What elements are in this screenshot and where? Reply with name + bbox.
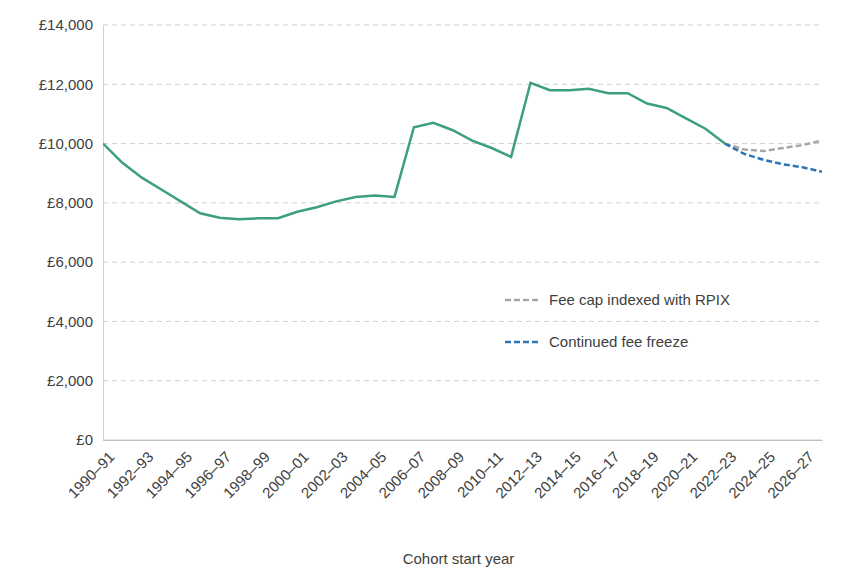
grid-line xyxy=(103,380,822,381)
y-tick-label: £2,000 xyxy=(47,372,93,389)
y-axis: £0 £2,000 £4,000 £6,000 £8,000 £10,000 £12,000… xyxy=(39,16,104,448)
y-tick-label: £8,000 xyxy=(47,194,93,211)
grid-line xyxy=(103,321,822,322)
legend-item: Fee cap indexed with RPIX xyxy=(505,291,730,308)
x-axis-title: Cohort start year xyxy=(403,550,515,567)
legend-label: Fee cap indexed with RPIX xyxy=(549,291,730,308)
y-tick: £8,000 xyxy=(47,194,103,211)
series-line xyxy=(725,141,822,151)
legend-swatch xyxy=(505,341,541,344)
x-tick: 2026–27 xyxy=(764,440,817,501)
y-tick: £6,000 xyxy=(47,253,103,270)
grid-line xyxy=(103,262,822,263)
grid xyxy=(103,25,822,440)
grid-line xyxy=(103,84,822,85)
y-tick: £0 xyxy=(76,431,103,448)
grid-line xyxy=(103,440,822,441)
legend-swatch xyxy=(505,299,541,302)
y-tick-label: £4,000 xyxy=(47,313,93,330)
grid-line xyxy=(103,25,822,26)
y-tick-label: £0 xyxy=(76,431,93,448)
y-tick: £4,000 xyxy=(47,313,103,330)
y-tick-label: £10,000 xyxy=(39,135,93,152)
y-tick: £14,000 xyxy=(39,16,103,33)
x-tick-label: 2026–27 xyxy=(764,448,817,501)
plot: £0 £2,000 £4,000 £6,000 £8,000 £10,000 £12,000… xyxy=(39,16,823,501)
y-tick: £10,000 xyxy=(39,135,103,152)
chart: £0 £2,000 £4,000 £6,000 £8,000 £10,000 £12,000… xyxy=(0,0,848,578)
series-line xyxy=(103,83,725,219)
y-tick-label: £6,000 xyxy=(47,253,93,270)
lines xyxy=(103,83,822,219)
y-axis-line xyxy=(103,26,104,441)
x-axis: 1990–911992–931994–951996–971998–992000–… xyxy=(64,440,822,501)
x-axis-line xyxy=(104,440,823,441)
y-tick-label: £12,000 xyxy=(39,76,93,93)
legend-item: Continued fee freeze xyxy=(505,333,688,350)
series-line xyxy=(725,144,822,172)
legend: Fee cap indexed with RPIX Continued fee f… xyxy=(505,291,730,350)
y-tick: £2,000 xyxy=(47,372,103,389)
grid-line xyxy=(103,143,822,144)
y-tick-label: £14,000 xyxy=(39,16,93,33)
legend-label: Continued fee freeze xyxy=(549,333,688,350)
y-tick: £12,000 xyxy=(39,76,103,93)
grid-line xyxy=(103,202,822,203)
